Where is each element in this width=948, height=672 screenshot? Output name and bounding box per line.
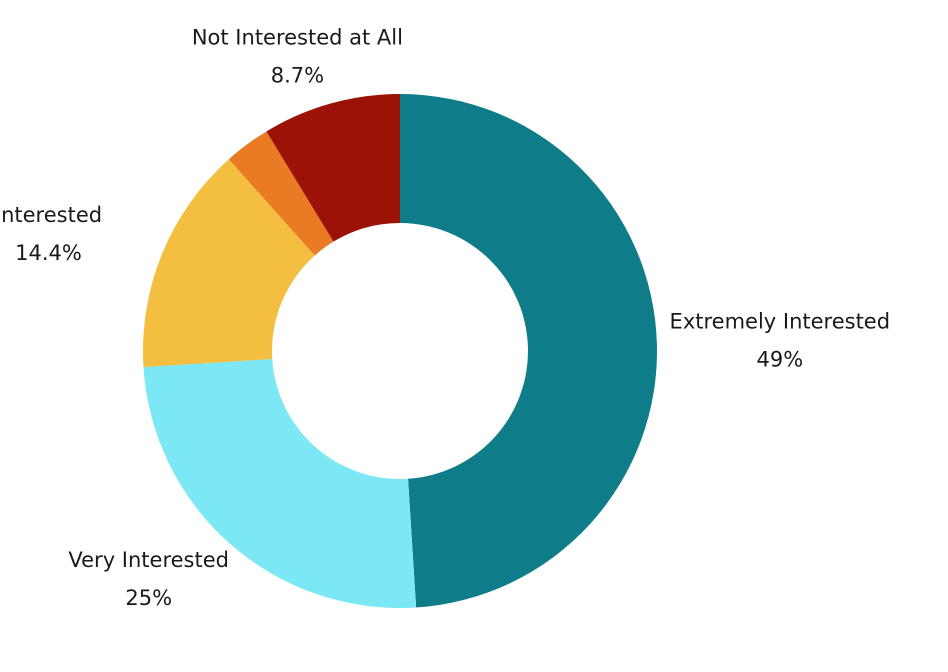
slice-label: Very Interested (68, 548, 229, 572)
slice-value-label: 49% (756, 347, 803, 371)
donut-slice (228, 131, 334, 256)
donut-slice (400, 94, 657, 608)
slice-value-label: 25% (125, 586, 172, 610)
slice-value-label: 8.7% (271, 63, 324, 87)
donut-slice (143, 359, 417, 608)
slice-label: Interested (0, 203, 102, 227)
donut-slice (266, 94, 400, 242)
donut-slice (143, 159, 315, 368)
slice-label: Not Interested at All (192, 25, 403, 49)
slice-value-label: 14.4% (15, 241, 82, 265)
slice-label: Extremely Interested (670, 309, 891, 333)
